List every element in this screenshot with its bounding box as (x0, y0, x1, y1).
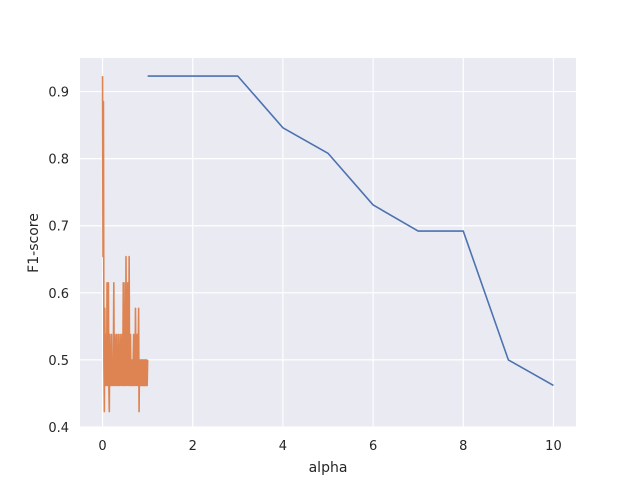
x-tick-label: 4 (279, 439, 287, 454)
x-tick-label: 6 (369, 439, 377, 454)
x-tick-labels: 0 2 4 6 8 10 (98, 439, 561, 454)
line-series-2 (101, 76, 149, 413)
y-tick-labels: 0.4 0.5 0.6 0.7 0.8 0.9 (48, 86, 69, 436)
y-tick-label: 0.4 (48, 421, 69, 436)
y-tick-label: 0.7 (48, 220, 69, 235)
grid-lines (80, 58, 576, 428)
x-tick-label: 2 (189, 439, 197, 454)
x-axis-label: alpha (309, 460, 348, 476)
y-tick-label: 0.9 (48, 86, 69, 101)
x-tick-label: 10 (545, 439, 562, 454)
x-tick-label: 8 (459, 439, 467, 454)
series-group (101, 75, 554, 413)
y-tick-label: 0.6 (48, 287, 69, 302)
line-series-1 (147, 75, 554, 387)
y-tick-label: 0.8 (48, 153, 69, 168)
y-axis-label: F1-score (26, 213, 42, 273)
plot-background (80, 58, 576, 427)
x-tick-label: 0 (98, 439, 106, 454)
y-tick-label: 0.5 (48, 354, 69, 369)
